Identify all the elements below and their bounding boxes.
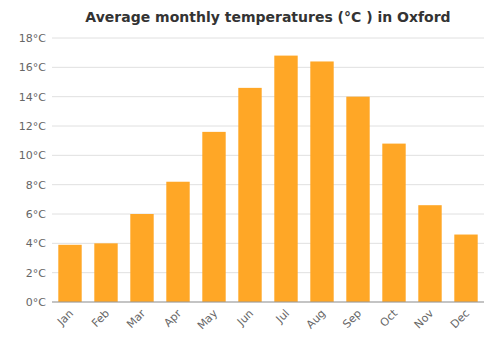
grid-line: [52, 155, 484, 156]
bar: [382, 144, 405, 302]
y-tick-label: 10°C: [19, 149, 46, 162]
y-tick-label: 6°C: [26, 208, 46, 221]
title: Average monthly temperatures (°C ) in Ox…: [85, 9, 450, 25]
x-tick-label: Mar: [124, 307, 148, 331]
bar: [58, 245, 81, 302]
y-tick-label: 12°C: [19, 120, 46, 133]
grid-line: [52, 96, 484, 97]
x-tick-label: Aug: [304, 307, 328, 331]
y-tick-label: 4°C: [26, 237, 46, 250]
x-tick-label: Sep: [340, 307, 364, 331]
y-tick-label: 8°C: [26, 179, 46, 192]
y-tick-label: 18°C: [19, 32, 46, 45]
x-tick-label: Jun: [234, 307, 256, 329]
x-tick-label: May: [195, 307, 221, 333]
chart: Average monthly temperatures (°C ) in Ox…: [0, 0, 500, 350]
x-axis-line: [52, 302, 484, 303]
bar: [418, 205, 441, 302]
x-tick-label: Apr: [161, 307, 184, 330]
x-tick-label: Dec: [448, 307, 472, 331]
y-tick-label: 0°C: [26, 296, 46, 309]
x-tick-label: Feb: [89, 307, 112, 330]
bar: [130, 214, 153, 302]
x-axis: Jan Feb Mar Apr May Jun Jul Aug Sep Oct Nov Dec: [54, 306, 472, 332]
bar: [166, 182, 189, 302]
bar: [454, 235, 477, 302]
grid-line: [52, 302, 484, 303]
grid-line: [52, 184, 484, 185]
bars: [58, 56, 477, 302]
y-tick-label: 14°C: [19, 91, 46, 104]
x-tick-label: Oct: [377, 306, 400, 329]
bar: [238, 88, 261, 302]
grid-line: [52, 38, 484, 39]
bar: [202, 132, 225, 302]
bar: [274, 56, 297, 302]
y-tick-label: 16°C: [19, 61, 46, 74]
grid-line: [52, 126, 484, 127]
bar: [310, 61, 333, 302]
grid-line: [52, 67, 484, 68]
y-axis: 0°C 2°C 4°C 6°C 8°C 10°C 12°C 14°C 16°C 18°C: [19, 32, 484, 309]
x-tick-label: Jul: [273, 307, 292, 326]
bar: [346, 97, 369, 302]
x-tick-label: Nov: [412, 307, 437, 332]
x-tick-label: Jan: [54, 307, 76, 329]
bar: [94, 243, 117, 302]
y-tick-label: 2°C: [26, 267, 46, 280]
